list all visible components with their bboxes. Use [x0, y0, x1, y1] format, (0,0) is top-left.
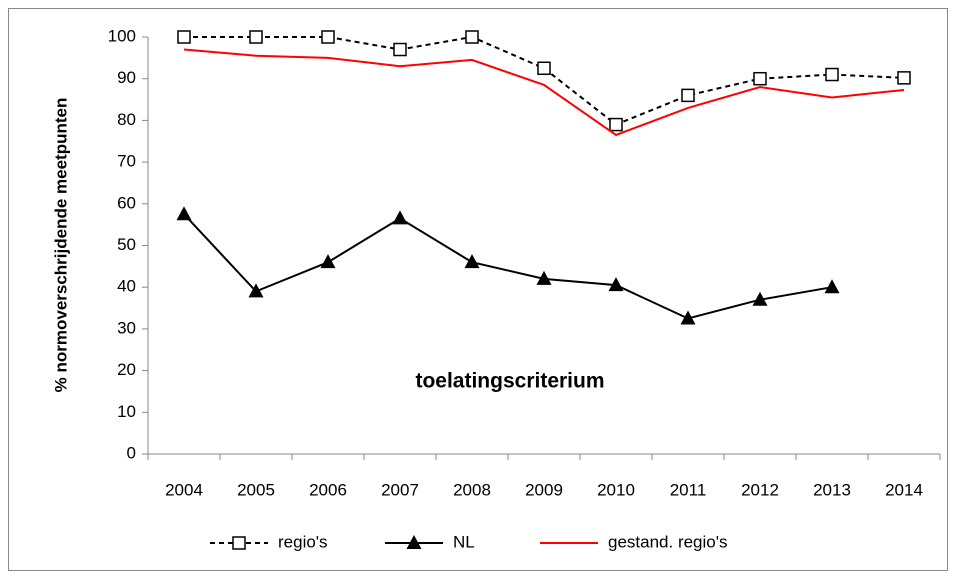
- y-tick-label: 10: [117, 402, 136, 421]
- y-tick-label: 80: [117, 110, 136, 129]
- marker-triangle: [752, 291, 768, 306]
- marker-square: [609, 117, 623, 132]
- series-line: [183, 213, 833, 320]
- annotation: toelatingscriterium: [415, 370, 604, 393]
- x-tick-label: 2014: [885, 480, 923, 499]
- x-tick-label: 2009: [525, 480, 563, 499]
- y-tick-label: 100: [108, 26, 136, 45]
- chart-frame: [8, 8, 948, 571]
- y-tick-label: 90: [117, 68, 136, 87]
- legend-label: gestand. regio's: [608, 532, 728, 551]
- marker-square: [232, 536, 246, 550]
- marker-triangle: [176, 206, 192, 221]
- x-tick-label: 2011: [670, 480, 707, 499]
- marker-square: [249, 30, 263, 44]
- legend-label: NL: [453, 532, 475, 551]
- y-tick-label: 50: [117, 235, 136, 254]
- marker-square: [753, 71, 767, 86]
- marker-square: [537, 61, 551, 76]
- y-axis-label: % normoverschrijdende meetpunten: [51, 98, 70, 393]
- marker-triangle: [608, 277, 624, 292]
- x-tick-label: 2008: [453, 480, 491, 499]
- marker-square: [825, 67, 839, 82]
- marker-square: [321, 30, 335, 44]
- series-line: [183, 48, 905, 137]
- marker-triangle: [248, 283, 264, 298]
- marker-triangle: [536, 270, 552, 285]
- y-tick-label: 0: [127, 443, 136, 462]
- marker-square: [681, 88, 695, 103]
- x-tick-label: 2010: [597, 480, 635, 499]
- marker-triangle: [320, 254, 336, 269]
- marker-square: [897, 71, 911, 85]
- x-tick-label: 2012: [741, 480, 779, 499]
- marker-square: [465, 30, 479, 44]
- y-tick-label: 30: [117, 318, 136, 337]
- y-tick-label: 60: [117, 193, 136, 212]
- marker-triangle: [824, 279, 840, 294]
- marker-triangle: [680, 310, 696, 325]
- marker-triangle: [464, 254, 480, 269]
- marker-square: [177, 30, 191, 44]
- x-tick-label: 2006: [309, 480, 347, 499]
- x-tick-label: 2007: [381, 480, 419, 499]
- x-tick-label: 2013: [813, 480, 851, 499]
- marker-triangle: [392, 210, 408, 225]
- x-tick-label: 2005: [237, 480, 275, 499]
- y-tick-label: 40: [117, 277, 136, 296]
- series-line: [184, 35, 905, 126]
- x-tick-label: 2004: [165, 480, 203, 499]
- y-tick-label: 70: [117, 152, 136, 171]
- y-tick-label: 20: [117, 360, 136, 379]
- legend-label: regio's: [278, 532, 328, 551]
- marker-square: [393, 42, 407, 57]
- marker-triangle: [406, 535, 422, 549]
